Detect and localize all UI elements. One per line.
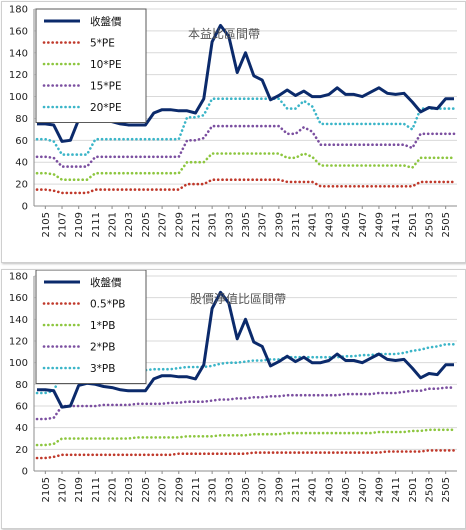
legend-label: 3*PB (90, 363, 115, 375)
chart-title: 股價淨值比區間帶 (190, 291, 286, 306)
series-line-band-3 (35, 386, 456, 421)
x-tick-label: 2205 (141, 212, 152, 237)
x-tick-label: 2501 (408, 212, 419, 237)
x-tick-label: 2501 (408, 477, 419, 502)
y-tick-label: 20 (15, 445, 28, 456)
x-tick-label: 2111 (91, 477, 102, 502)
x-tick-label: 2407 (358, 212, 369, 237)
y-tick-label: 180 (9, 272, 28, 283)
legend-label: 2*PB (90, 342, 115, 354)
x-tick-label: 2505 (441, 477, 452, 502)
x-tick-label: 2411 (391, 212, 402, 237)
legend-label: 收盤價 (90, 15, 122, 28)
x-tick-label: 2309 (274, 477, 285, 502)
x-tick-label: 2307 (258, 212, 269, 237)
x-tick-label: 2503 (424, 212, 435, 237)
y-tick-label: 20 (15, 180, 28, 191)
x-tick-label: 2311 (291, 477, 302, 502)
x-tick-label: 2309 (274, 212, 285, 237)
x-tick-label: 2111 (91, 212, 102, 237)
y-tick-label: 160 (9, 26, 28, 37)
x-tick-label: 2411 (391, 477, 402, 502)
y-tick-label: 0 (22, 202, 28, 213)
x-tick-label: 2305 (241, 212, 252, 237)
x-tick-label: 2201 (108, 477, 119, 502)
y-tick-label: 180 (9, 5, 28, 16)
pb-band-chart: 0 20 40 60 80 100 120 140 160 180 2105 2107 2109 2111… (9, 270, 457, 502)
x-tick-label: 2403 (324, 477, 335, 502)
x-tick-label: 2405 (341, 212, 352, 237)
y-tick-label: 40 (15, 158, 28, 169)
x-tick-label: 2107 (58, 212, 69, 237)
series-line-band-1 (35, 178, 456, 195)
x-tick-label: 2403 (324, 212, 335, 237)
legend-box (35, 8, 147, 123)
y-tick-label: 80 (15, 380, 28, 391)
y-tick-label: 40 (15, 423, 28, 434)
x-tick-label: 2305 (241, 477, 252, 502)
series-line-band-1 (35, 449, 456, 460)
y-tick-label: 120 (9, 337, 28, 348)
x-tick-label: 2409 (374, 477, 385, 502)
series-line-close-price (37, 290, 454, 409)
x-tick-label: 2407 (358, 477, 369, 502)
x-tick-label: 2207 (158, 212, 169, 237)
x-tick-label: 2301 (208, 212, 219, 237)
y-tick-label: 100 (9, 92, 28, 103)
x-tick-label: 2503 (424, 477, 435, 502)
series-line-band-4 (35, 97, 456, 156)
y-tick-label: 60 (15, 402, 28, 413)
legend-label: 15*PE (90, 81, 122, 93)
legend-label: 0.5*PB (90, 299, 125, 311)
x-tick-label: 2105 (41, 477, 52, 502)
x-tick-label: 2107 (58, 477, 69, 502)
pe-band-chart: 0 20 40 60 80 100 120 140 160 180 2105 2107 2109 2111… (9, 5, 457, 237)
x-tick-label: 2109 (74, 212, 85, 237)
x-tick-label: 2203 (124, 212, 135, 237)
series-line-band-2 (35, 428, 456, 447)
x-tick-label: 2211 (191, 212, 202, 237)
series-line-band-3 (35, 124, 456, 168)
y-tick-label: 140 (9, 48, 28, 59)
x-tick-label: 2505 (441, 212, 452, 237)
x-tick-label: 2209 (174, 477, 185, 502)
x-tick-label: 2311 (291, 212, 302, 237)
x-tick-label: 2203 (124, 477, 135, 502)
x-tick-label: 2201 (108, 212, 119, 237)
x-tick-label: 2401 (308, 477, 319, 502)
legend-label: 5*PE (90, 38, 115, 50)
x-tick-label: 2211 (191, 477, 202, 502)
legend-label: 20*PE (90, 102, 122, 114)
x-tick-label: 2209 (174, 212, 185, 237)
y-tick-label: 120 (9, 70, 28, 81)
x-tick-label: 2307 (258, 477, 269, 502)
x-tick-label: 2409 (374, 212, 385, 237)
legend-label: 10*PE (90, 59, 122, 71)
y-tick-label: 160 (9, 293, 28, 304)
legend-label: 1*PB (90, 320, 115, 332)
x-tick-label: 2109 (74, 477, 85, 502)
y-tick-label: 80 (15, 114, 28, 125)
x-tick-label: 2303 (224, 212, 235, 237)
x-tick-label: 2205 (141, 477, 152, 502)
x-tick-label: 2105 (41, 212, 52, 237)
x-tick-label: 2207 (158, 477, 169, 502)
legend-label: 收盤價 (90, 276, 122, 289)
chart-title: 本益比區間帶 (188, 27, 260, 41)
series-line-band-2 (35, 152, 456, 181)
x-tick-label: 2301 (208, 477, 219, 502)
y-tick-label: 140 (9, 315, 28, 326)
x-tick-label: 2405 (341, 477, 352, 502)
y-tick-label: 60 (15, 136, 28, 147)
y-tick-label: 0 (22, 467, 28, 478)
y-tick-label: 100 (9, 358, 28, 369)
pe-band-chart-panel: 0 20 40 60 80 100 120 140 160 180 2105 2107 2109 2111… (1, 1, 466, 263)
legend-box (35, 270, 147, 384)
x-tick-label: 2303 (224, 477, 235, 502)
pb-band-chart-panel: 0 20 40 60 80 100 120 140 160 180 2105 2107 2109 2111… (1, 269, 466, 529)
x-tick-label: 2401 (308, 212, 319, 237)
